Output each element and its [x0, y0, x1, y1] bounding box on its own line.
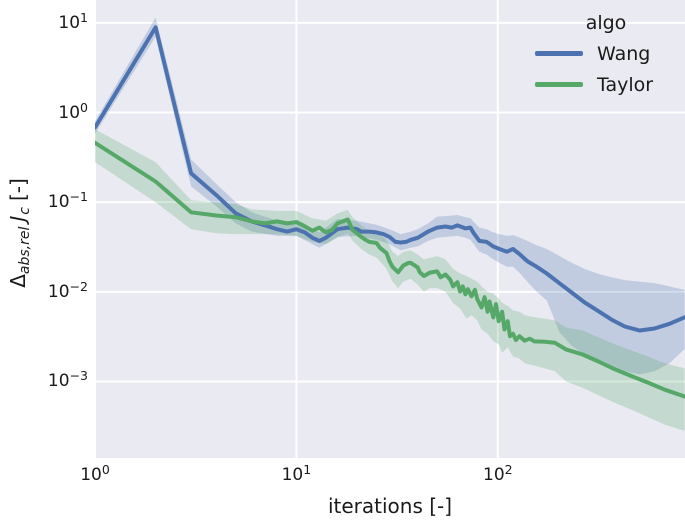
plot-area: algo Wang Taylor: [95, 0, 685, 458]
legend-swatch-taylor: [535, 82, 583, 87]
wang-band: [95, 17, 685, 375]
taylor-line: [95, 140, 685, 399]
wang-line: [95, 25, 685, 333]
y-label-subscript: abs,rel: [17, 226, 33, 275]
y-tick-label: 10−1: [47, 189, 88, 213]
y-axis-label: Δabs,rel Jc [-]: [6, 103, 33, 363]
legend-label-taylor: Taylor: [597, 73, 654, 96]
x-tick-label: 100: [80, 462, 110, 485]
legend-swatch-wang: [535, 51, 583, 56]
x-axis-label: iterations [-]: [327, 494, 453, 518]
y-label-symbol: J: [6, 215, 30, 222]
x-tick-label: 101: [281, 462, 312, 485]
y-label-symbol-subscript: c: [17, 207, 33, 215]
chart-canvas: [95, 0, 685, 458]
y-tick-label: 101: [58, 9, 88, 33]
legend-item-taylor: Taylor: [535, 69, 677, 100]
legend-items: Wang Taylor: [535, 38, 677, 100]
y-tick-label: 10−2: [47, 278, 88, 302]
legend-item-wang: Wang: [535, 38, 677, 69]
y-tick-label: 10−3: [47, 368, 88, 392]
x-tick-label: 102: [483, 462, 513, 485]
y-label-delta: Δ: [6, 274, 30, 288]
legend-label-wang: Wang: [597, 42, 651, 65]
legend-title: algo: [585, 12, 627, 34]
taylor-band: [95, 129, 685, 432]
y-tick-label: 100: [58, 99, 88, 123]
legend: algo Wang Taylor: [535, 12, 677, 100]
y-label-units: [-]: [6, 178, 30, 202]
